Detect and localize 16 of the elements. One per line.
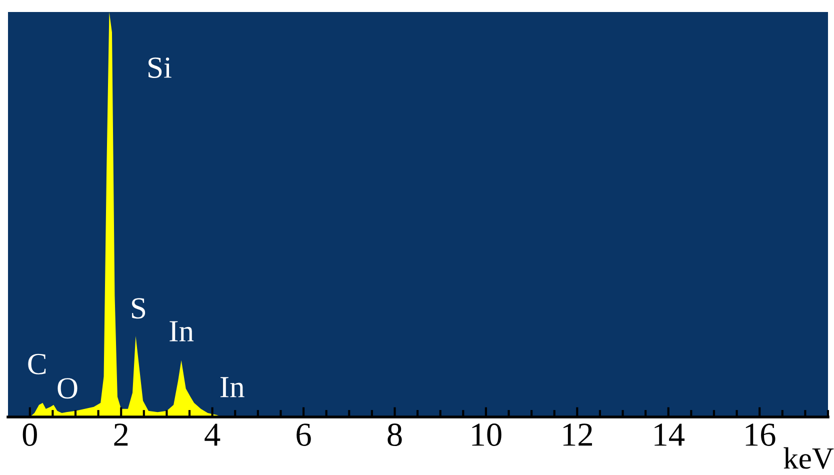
x-tick-label: 14 xyxy=(654,424,685,446)
x-tick-label: 10 xyxy=(472,424,502,446)
annotation: C xyxy=(28,354,46,374)
x-tick-label: 0 xyxy=(22,424,37,446)
x-tick-label: 12 xyxy=(563,424,592,446)
x-axis-title: keV xyxy=(784,447,834,469)
annotation: In xyxy=(220,377,244,398)
x-tick-label: 6 xyxy=(296,424,311,446)
x-tick-label: 8 xyxy=(388,424,402,446)
annotation: Si xyxy=(148,57,172,78)
x-tick-label: 4 xyxy=(204,424,220,446)
annotation: O xyxy=(58,378,78,399)
x-tick-label: 16 xyxy=(746,424,776,446)
annotation: In xyxy=(170,321,194,342)
x-tick-label: 2 xyxy=(114,424,128,446)
annotation: S xyxy=(132,298,146,319)
